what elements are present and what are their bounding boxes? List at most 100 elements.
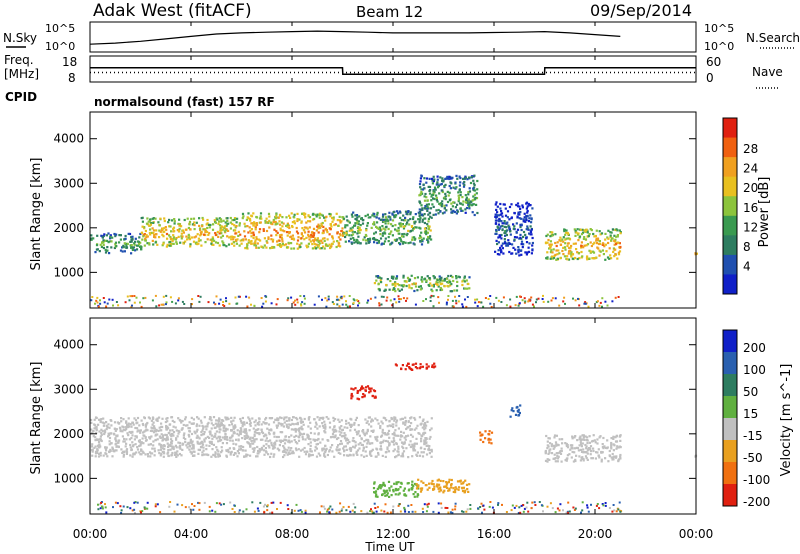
scatter-cell [290, 440, 293, 443]
scatter-cell [429, 189, 432, 192]
scatter-cell [324, 228, 327, 231]
scatter-cell [182, 242, 185, 245]
scatter-cell [457, 275, 460, 278]
scatter-cell [414, 366, 417, 369]
scatter-cell [583, 244, 586, 247]
scatter-cell [324, 423, 327, 426]
clutter-cell [290, 296, 293, 299]
scatter-cell [439, 203, 442, 206]
scatter-cell [388, 215, 391, 218]
scatter-cell [210, 455, 213, 458]
scatter-cell [443, 285, 446, 288]
scatter-cell [367, 438, 370, 442]
scatter-cell [448, 175, 451, 178]
scatter-cell [317, 231, 320, 234]
scatter-cell [303, 231, 307, 234]
scatter-cell [331, 450, 334, 453]
scatter-cell [281, 242, 284, 245]
clutter-cell [256, 507, 259, 510]
scatter-cell [279, 422, 282, 425]
scatter-cell [563, 246, 567, 249]
clutter-cell [341, 507, 344, 510]
scatter-cell [573, 451, 576, 454]
scatter-cell [313, 232, 316, 235]
scatter-cell [212, 223, 215, 226]
scatter-cell [500, 210, 503, 213]
scatter-cell [275, 435, 278, 439]
scatter-cell [443, 485, 446, 488]
scatter-cell [244, 449, 247, 452]
scatter-cell [387, 222, 390, 225]
scatter-cell [269, 247, 272, 250]
scatter-cell [357, 226, 360, 229]
clutter-cell [213, 301, 215, 304]
scatter-cell [142, 442, 145, 445]
scatter-cell [253, 421, 256, 424]
scatter-cell [331, 237, 334, 240]
clutter-cell [286, 299, 289, 302]
scatter-cell [525, 228, 528, 231]
scatter-cell [614, 253, 617, 256]
scatter-cell [187, 236, 190, 239]
scatter-cell [301, 435, 304, 439]
scatter-cell [419, 366, 422, 369]
scatter-cell [188, 421, 191, 424]
clutter-cell [134, 512, 136, 514]
scatter-cell [120, 448, 123, 451]
scatter-cell [369, 453, 372, 456]
scatter-cell [113, 427, 116, 430]
scatter-cell [394, 282, 397, 285]
clutter-cell [590, 503, 592, 506]
power-colorbar-label: Power [dB] [757, 177, 772, 248]
scatter-cell [419, 177, 422, 180]
clutter-cell [484, 297, 487, 299]
scatter-cell [446, 280, 449, 284]
clutter-cell [338, 305, 341, 308]
scatter-cell [286, 222, 289, 225]
colorbar-tick-label: -200 [743, 495, 770, 509]
scatter-cell [515, 252, 518, 255]
scatter-cell [274, 221, 277, 224]
scatter-cell [290, 434, 293, 437]
scatter-cell [328, 426, 332, 429]
scatter-cell [289, 423, 292, 426]
scatter-cell [602, 242, 605, 245]
scatter-cell [441, 190, 444, 194]
scatter-cell [438, 483, 441, 486]
scatter-cell [553, 434, 557, 437]
scatter-cell [280, 244, 283, 247]
scatter-cell [446, 175, 449, 178]
scatter-cell [494, 222, 498, 225]
scatter-cell [314, 438, 317, 441]
scatter-cell [617, 251, 620, 254]
scatter-cell [93, 427, 96, 430]
scatter-cell [610, 437, 613, 440]
scatter-cell [380, 435, 383, 438]
scatter-cell [309, 450, 312, 453]
scatter-cell [227, 417, 230, 421]
scatter-cell [321, 221, 324, 225]
scatter-cell [388, 419, 391, 423]
scatter-cell [242, 215, 245, 218]
scatter-cell [128, 425, 131, 428]
scatter-cell [276, 426, 279, 429]
scatter-cell [501, 242, 504, 245]
clutter-cell [262, 505, 265, 508]
scatter-cell [426, 207, 429, 210]
clutter-cell [279, 501, 282, 504]
scatter-cell [531, 241, 534, 245]
scatter-cell [94, 426, 97, 429]
scatter-cell [331, 235, 334, 238]
scatter-cell [381, 215, 385, 218]
scatter-cell [178, 430, 181, 433]
scatter-cell [265, 246, 268, 249]
scatter-cell [269, 221, 272, 224]
scatter-cell [367, 239, 370, 242]
scatter-cell [402, 431, 405, 434]
scatter-cell [183, 432, 186, 435]
scatter-cell [310, 450, 313, 453]
scatter-cell [245, 246, 248, 249]
scatter-cell [422, 481, 425, 484]
scatter-cell [382, 489, 385, 492]
scatter-cell [162, 242, 165, 245]
